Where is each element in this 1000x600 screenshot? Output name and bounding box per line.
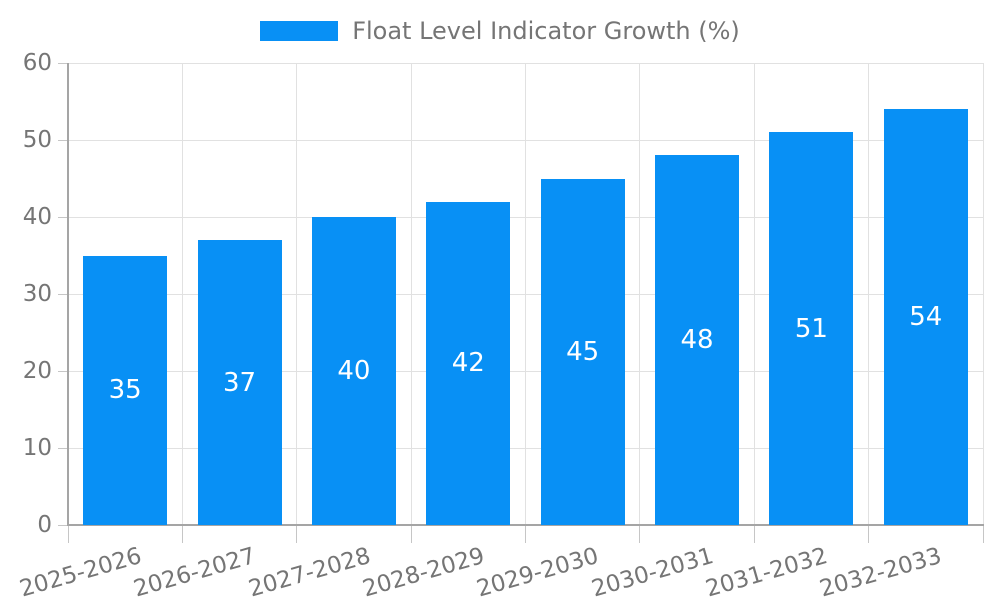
bar-value-label: 40 <box>337 356 371 386</box>
y-tick-label: 50 <box>22 127 52 153</box>
x-gridline <box>410 63 412 525</box>
x-tick <box>296 525 298 543</box>
x-axis-line <box>67 524 984 526</box>
x-gridline <box>181 63 183 525</box>
y-tick <box>58 139 68 141</box>
x-tick <box>639 525 641 543</box>
y-tick-label: 60 <box>22 50 52 76</box>
y-tick-label: 40 <box>22 204 52 230</box>
x-tick-label: 2032-2033 <box>817 543 945 600</box>
x-tick <box>525 525 526 543</box>
x-gridline <box>639 63 641 525</box>
bar-value-label: 37 <box>223 367 257 398</box>
x-gridline <box>982 63 984 525</box>
bar <box>426 201 511 525</box>
x-tick <box>753 525 755 543</box>
chart-legend: Float Level Indicator Growth (%) <box>0 16 1000 46</box>
y-tick-label: 30 <box>22 281 52 307</box>
y-axis-line <box>67 63 69 525</box>
legend-label: Float Level Indicator Growth (%) <box>352 17 740 45</box>
bar <box>311 217 396 525</box>
x-gridline <box>868 63 870 525</box>
y-tick <box>58 62 68 64</box>
bar-value-label: 54 <box>909 302 943 333</box>
y-tick <box>58 447 68 449</box>
bar <box>883 109 968 525</box>
x-tick-label: 2029-2030 <box>474 543 602 600</box>
bar-value-label: 45 <box>566 336 600 367</box>
x-tick-label: 2027-2028 <box>245 543 374 600</box>
bar-value-label: 48 <box>680 325 714 356</box>
bar-value-label: 51 <box>794 313 828 344</box>
x-gridline <box>525 63 526 525</box>
y-tick <box>58 370 68 372</box>
x-tick <box>181 525 183 543</box>
bar <box>540 178 625 525</box>
y-tick <box>58 524 68 526</box>
y-tick <box>58 293 68 295</box>
legend-swatch <box>260 21 339 41</box>
x-tick <box>67 525 69 543</box>
bar <box>655 155 740 525</box>
bar <box>197 240 282 525</box>
x-tick <box>410 525 412 543</box>
x-gridline <box>753 63 755 525</box>
x-gridline <box>296 63 298 525</box>
y-tick-label: 0 <box>37 512 52 538</box>
y-tick-label: 20 <box>22 358 52 384</box>
y-tick <box>58 216 68 218</box>
bar-value-label: 42 <box>451 348 485 379</box>
x-tick-label: 2025-2026 <box>16 543 145 600</box>
x-tick-label: 2028-2029 <box>359 543 488 600</box>
x-tick-label: 2031-2032 <box>702 543 831 600</box>
x-tick-label: 2030-2031 <box>588 543 717 600</box>
x-tick-label: 2026-2027 <box>131 543 259 600</box>
x-tick <box>982 525 984 543</box>
x-tick <box>868 525 870 543</box>
y-tick-label: 10 <box>22 435 52 461</box>
bar <box>83 255 168 525</box>
bar <box>769 132 854 525</box>
bar-value-label: 35 <box>108 375 142 406</box>
